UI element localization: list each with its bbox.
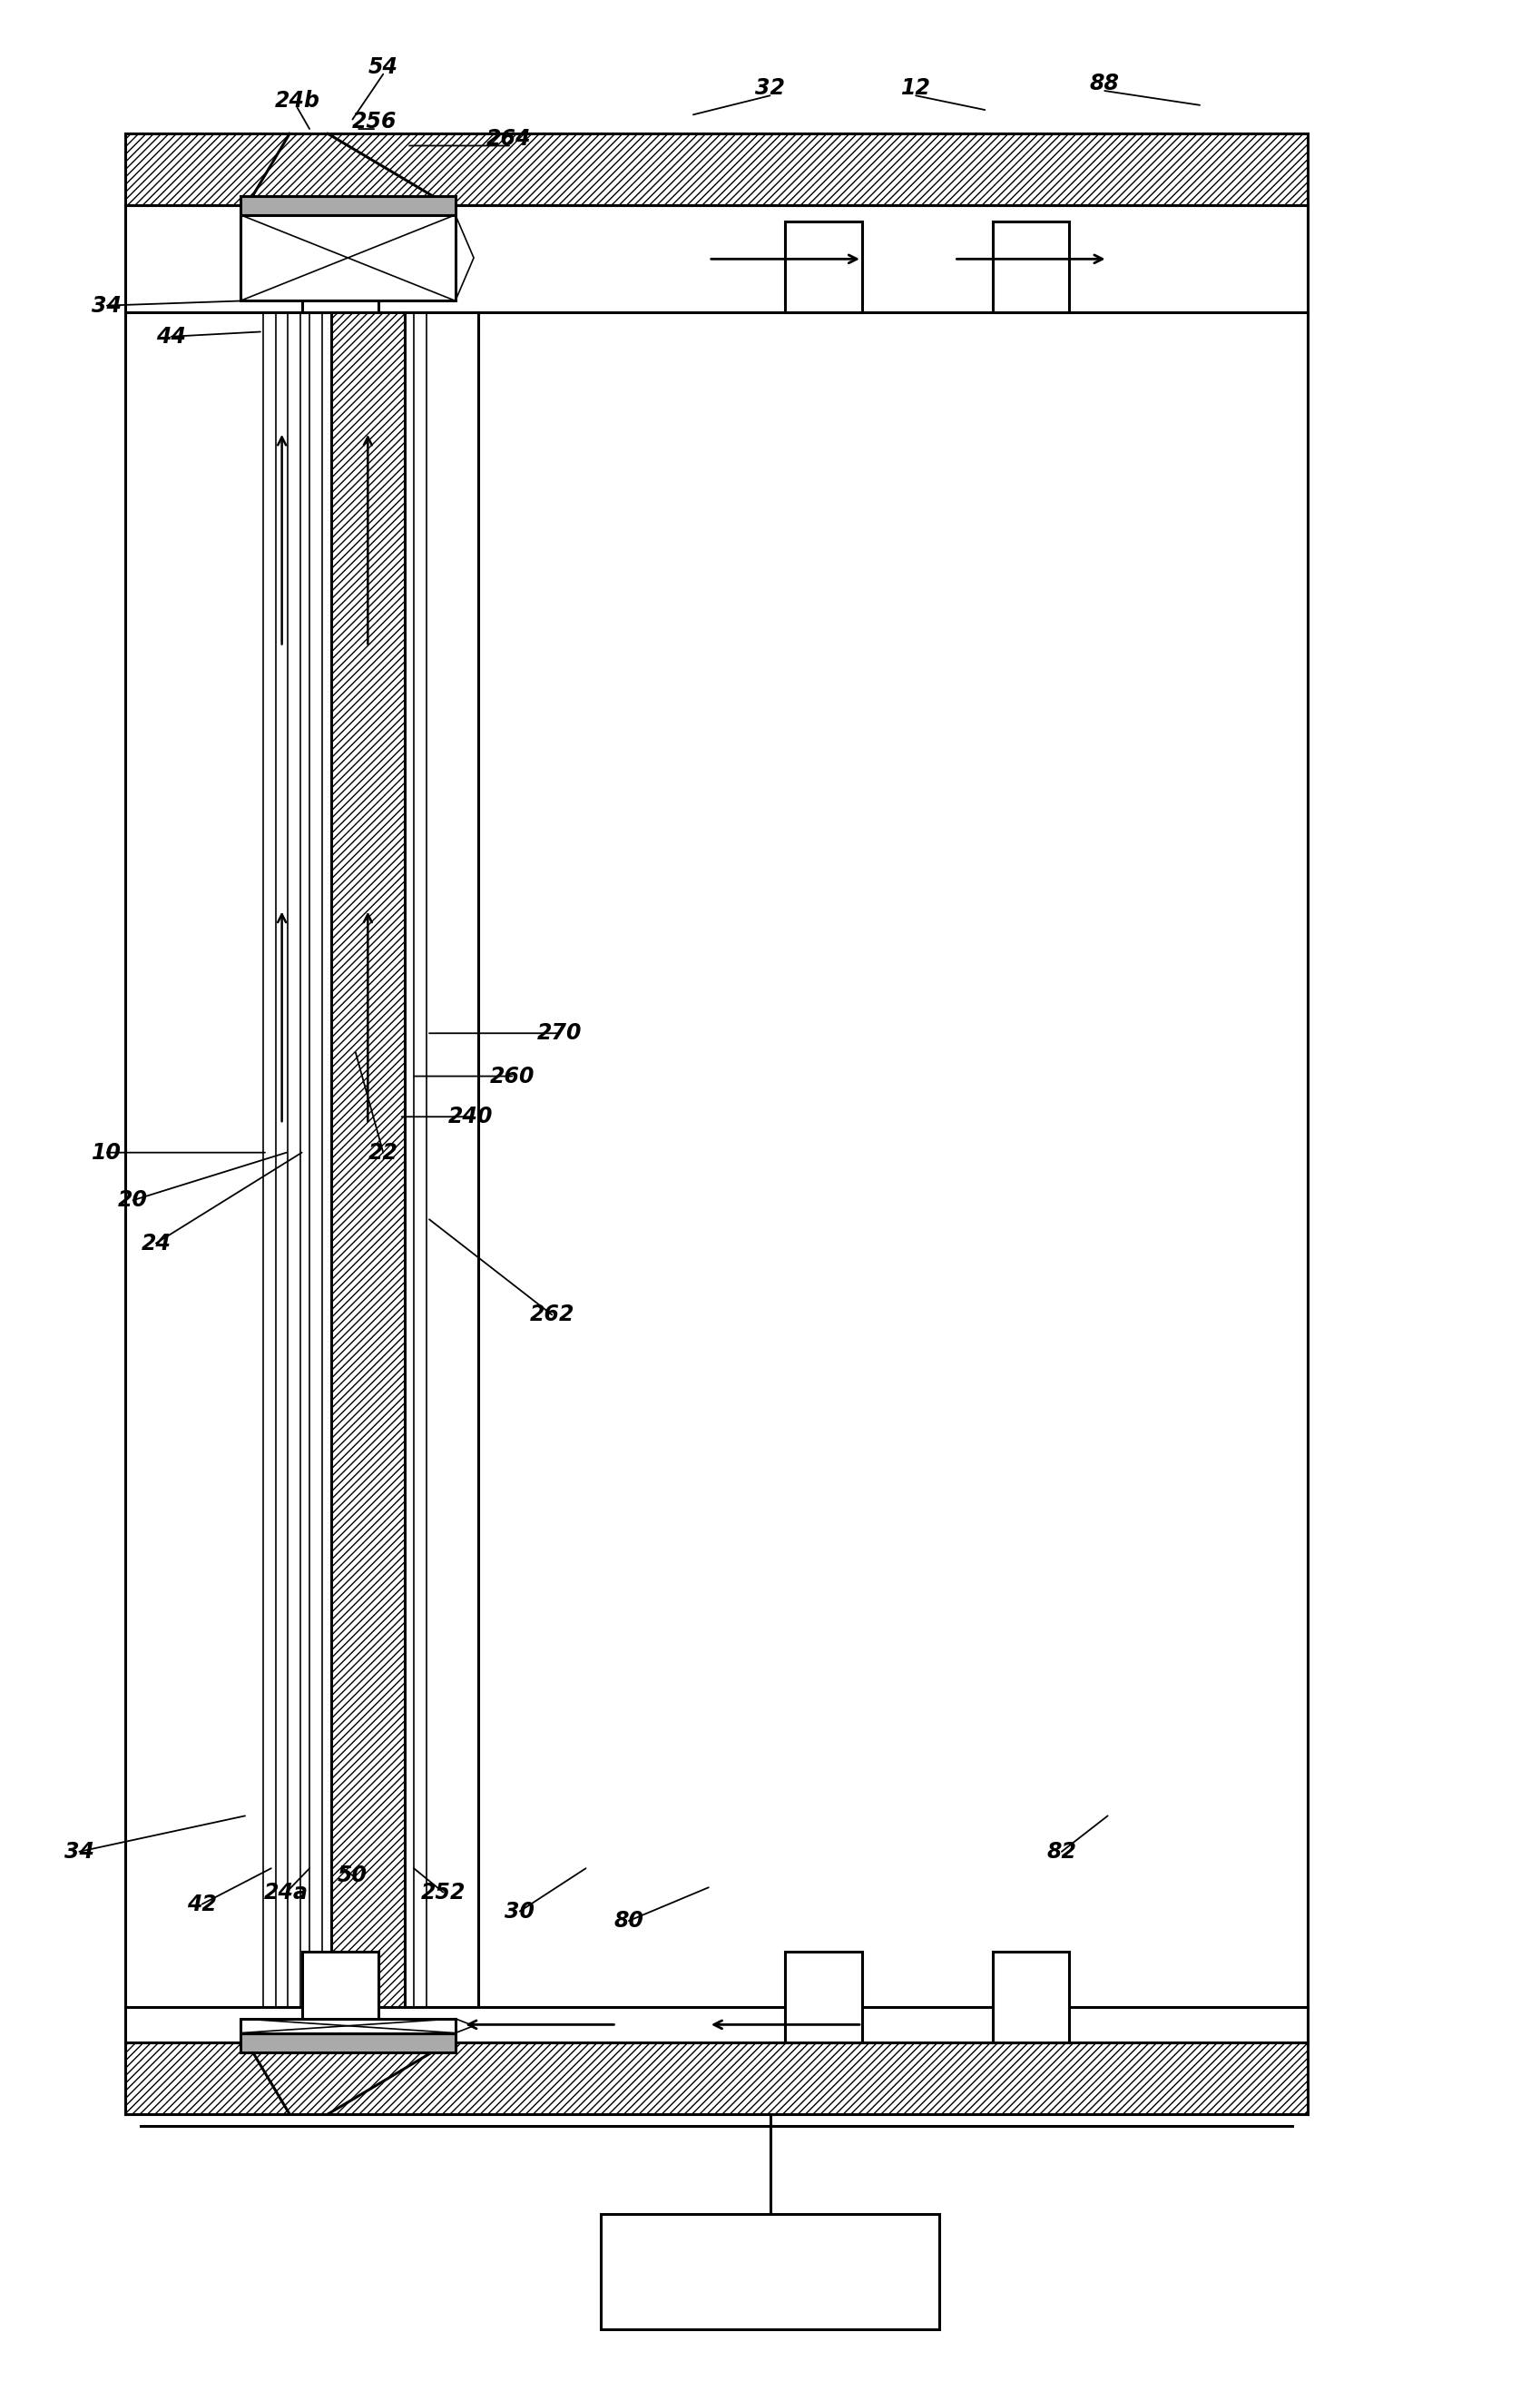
Bar: [240, 2018, 456, 2032]
Text: 270: 270: [537, 1023, 582, 1045]
Text: 260: 260: [490, 1066, 534, 1088]
Text: 82: 82: [1047, 1841, 1076, 1863]
Text: 24: 24: [142, 1231, 171, 1255]
Bar: [993, 1951, 1069, 2042]
Text: 44: 44: [157, 325, 186, 347]
Bar: [125, 2042, 1307, 2114]
Text: 34: 34: [92, 294, 122, 316]
Bar: [785, 222, 862, 313]
Text: 264: 264: [487, 127, 531, 148]
Text: 24a: 24a: [265, 1882, 308, 1903]
Text: 20: 20: [119, 1188, 148, 1212]
Bar: [601, 2214, 939, 2329]
Bar: [125, 134, 1307, 206]
Text: 10: 10: [92, 1141, 122, 1164]
Bar: [331, 313, 405, 2006]
Text: 252: 252: [420, 1882, 465, 1903]
Text: 256: 256: [351, 110, 396, 134]
Bar: [240, 196, 456, 215]
Bar: [302, 1951, 379, 2042]
Text: 42: 42: [186, 1894, 217, 1915]
Bar: [785, 1951, 862, 2042]
Text: 34: 34: [65, 1841, 94, 1863]
Text: Blower: Blower: [727, 2259, 813, 2283]
Bar: [302, 222, 379, 313]
Text: 262: 262: [530, 1303, 574, 1325]
Text: 12: 12: [901, 77, 930, 100]
Text: 22: 22: [368, 1141, 399, 1164]
Text: 24b: 24b: [274, 88, 320, 112]
Text: 88: 88: [1090, 72, 1120, 96]
Text: 80: 80: [614, 1910, 644, 1932]
Bar: [240, 215, 456, 301]
Text: 54: 54: [368, 55, 399, 79]
Text: 30: 30: [505, 1901, 534, 1922]
Text: 240: 240: [448, 1107, 493, 1129]
Bar: [993, 222, 1069, 313]
Bar: [240, 2032, 456, 2051]
Text: 50: 50: [337, 1865, 368, 1886]
Text: 32: 32: [755, 77, 785, 100]
